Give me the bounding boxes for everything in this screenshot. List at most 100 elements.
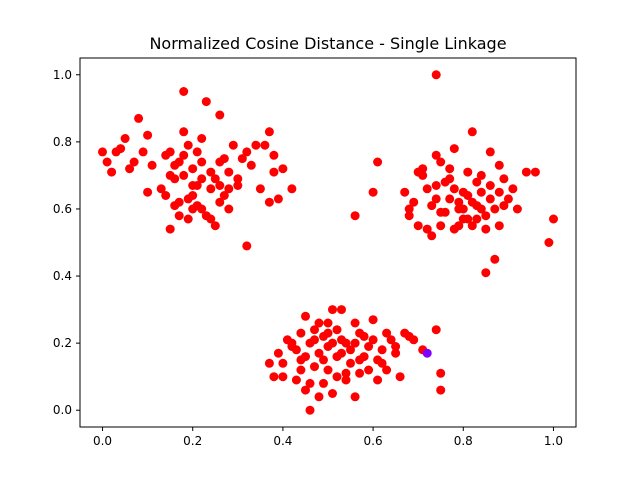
data-point bbox=[422, 184, 432, 194]
data-point bbox=[287, 338, 297, 348]
data-point bbox=[296, 328, 306, 338]
data-point bbox=[301, 385, 310, 395]
data-point bbox=[179, 150, 189, 160]
data-point bbox=[323, 365, 333, 375]
data-point bbox=[192, 147, 202, 157]
data-point bbox=[508, 184, 518, 194]
data-point bbox=[476, 170, 486, 180]
data-point bbox=[409, 335, 419, 345]
data-point bbox=[337, 335, 346, 345]
data-point bbox=[305, 405, 315, 415]
data-point bbox=[201, 97, 211, 107]
data-point bbox=[188, 164, 198, 174]
data-point bbox=[463, 191, 473, 200]
data-point bbox=[170, 174, 180, 184]
data-point bbox=[445, 194, 455, 204]
data-point bbox=[521, 167, 531, 177]
data-point bbox=[431, 181, 441, 190]
data-point bbox=[458, 214, 468, 224]
data-point bbox=[427, 201, 437, 211]
data-point bbox=[395, 372, 405, 382]
data-point bbox=[341, 375, 351, 385]
data-point bbox=[296, 365, 306, 375]
data-point bbox=[544, 238, 554, 247]
data-point bbox=[310, 362, 319, 372]
data-point bbox=[215, 157, 225, 167]
data-point bbox=[445, 164, 455, 174]
data-point bbox=[224, 167, 234, 177]
y-tick-label: 1.0 bbox=[53, 68, 72, 82]
data-point bbox=[179, 87, 189, 96]
data-point bbox=[210, 221, 220, 231]
data-point bbox=[215, 197, 225, 207]
data-point bbox=[278, 164, 288, 174]
data-point bbox=[463, 167, 473, 177]
data-point bbox=[481, 224, 491, 234]
data-point bbox=[305, 378, 315, 388]
data-point bbox=[485, 181, 495, 190]
data-point bbox=[138, 147, 148, 157]
data-point bbox=[98, 147, 107, 157]
data-point bbox=[355, 355, 365, 365]
data-point bbox=[156, 184, 166, 194]
data-point bbox=[179, 170, 189, 180]
data-point bbox=[382, 365, 392, 375]
data-point bbox=[197, 134, 207, 143]
data-point bbox=[264, 358, 274, 368]
data-point bbox=[197, 157, 207, 167]
data-point bbox=[328, 389, 337, 398]
data-point bbox=[409, 197, 419, 207]
data-point bbox=[246, 160, 256, 170]
data-point bbox=[350, 392, 360, 402]
data-point bbox=[224, 184, 234, 194]
data-point bbox=[228, 140, 238, 150]
data-point bbox=[422, 348, 432, 358]
data-point bbox=[337, 305, 346, 315]
data-point bbox=[287, 184, 297, 194]
data-point bbox=[494, 221, 504, 231]
data-point bbox=[404, 204, 414, 214]
data-point bbox=[197, 204, 207, 214]
data-point bbox=[485, 194, 495, 204]
data-point bbox=[233, 181, 243, 190]
data-point bbox=[255, 184, 265, 194]
y-axis: 0.0 0.2 0.4 0.6 0.8 1.0 bbox=[53, 68, 80, 417]
data-point bbox=[368, 335, 378, 345]
data-point bbox=[485, 147, 495, 157]
data-point bbox=[264, 197, 274, 207]
x-tick-label: 0.2 bbox=[183, 434, 202, 448]
y-tick-label: 0.2 bbox=[53, 336, 72, 350]
data-point bbox=[224, 204, 234, 214]
data-point bbox=[454, 221, 464, 231]
data-point bbox=[400, 187, 410, 197]
data-point bbox=[332, 372, 342, 382]
data-point bbox=[494, 187, 504, 197]
data-point bbox=[404, 211, 414, 221]
data-point bbox=[260, 140, 270, 150]
data-point bbox=[364, 342, 374, 351]
data-point bbox=[436, 221, 446, 231]
data-point bbox=[129, 157, 139, 167]
data-point bbox=[206, 184, 216, 194]
data-point bbox=[242, 147, 252, 157]
data-point bbox=[391, 348, 401, 358]
data-point bbox=[368, 187, 378, 197]
data-point bbox=[337, 348, 346, 358]
data-point bbox=[481, 268, 491, 278]
data-point bbox=[499, 201, 509, 211]
data-point bbox=[490, 254, 500, 264]
data-point bbox=[237, 154, 247, 164]
data-point bbox=[373, 375, 383, 385]
data-point bbox=[143, 187, 153, 197]
data-point bbox=[346, 358, 355, 368]
data-point bbox=[206, 214, 216, 224]
y-tick-label: 0.8 bbox=[53, 135, 72, 149]
data-point bbox=[242, 241, 252, 251]
y-tick-label: 0.0 bbox=[53, 403, 72, 417]
y-tick-label: 0.4 bbox=[53, 269, 72, 283]
data-point bbox=[373, 157, 383, 167]
data-point bbox=[364, 365, 374, 375]
data-point bbox=[382, 328, 392, 338]
